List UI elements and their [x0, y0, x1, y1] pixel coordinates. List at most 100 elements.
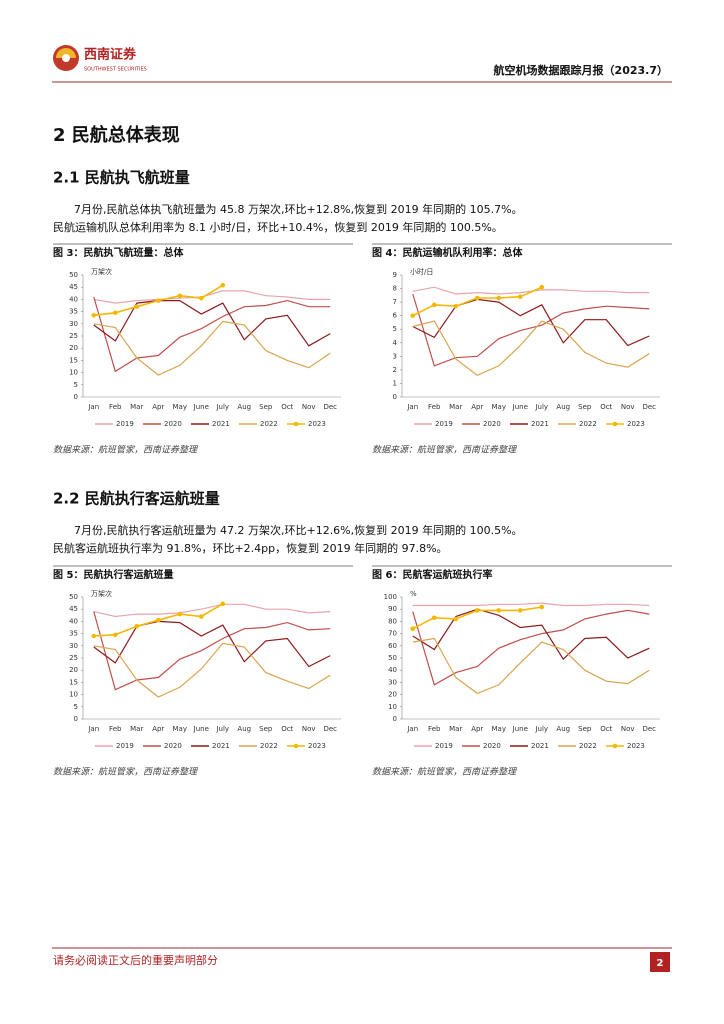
x-tick-label: Nov	[621, 403, 635, 411]
source-note: 数据来源：航班管家，西南证券整理	[372, 445, 518, 456]
series-line	[412, 286, 543, 317]
source-note: 数据来源：航班管家，西南证券整理	[53, 445, 199, 456]
x-tick-label: Dec	[642, 403, 656, 411]
section-title: 2 民航总体表现	[53, 124, 180, 146]
series-line	[93, 320, 331, 376]
legend-label: 2020	[483, 420, 501, 428]
x-tick-label: June	[512, 725, 528, 733]
point	[517, 608, 523, 613]
x-tick-label: Jan	[406, 725, 418, 733]
subsection-title: 2.1 民航执飞航班量	[53, 169, 190, 187]
x-tick-label: Feb	[109, 725, 122, 733]
point	[410, 626, 416, 632]
logo-en: SOUTHWEST SECURITIES	[84, 67, 147, 73]
series-line	[93, 296, 331, 373]
y-tick-label: 45	[69, 283, 78, 291]
y-tick-label: 9	[393, 271, 397, 279]
legend-label: 2020	[164, 420, 182, 428]
y-tick-label: 1	[393, 379, 397, 387]
x-tick-label: June	[193, 725, 209, 733]
y-tick-label: 10	[388, 703, 397, 711]
figure-caption: 图 6：民航客运航班执行率	[372, 568, 492, 581]
point	[177, 611, 183, 617]
y-tick-label: 2	[393, 366, 397, 374]
page-badge	[650, 952, 670, 972]
logo	[53, 45, 79, 71]
x-tick-label: Sep	[578, 725, 592, 733]
point	[453, 303, 459, 309]
legend-label: 2019	[435, 420, 453, 428]
x-tick-label: Mar	[130, 403, 143, 411]
y-tick-label: 70	[388, 630, 397, 638]
point	[155, 617, 161, 623]
y-tick-label: 50	[69, 593, 78, 601]
series-line	[412, 637, 650, 695]
y-tick-label: 5	[74, 381, 78, 389]
x-tick-label: Mar	[449, 725, 462, 733]
y-tick-label: 30	[69, 642, 78, 650]
x-tick-label: May	[173, 725, 187, 733]
series-line	[412, 293, 650, 367]
x-tick-label: Apr	[152, 403, 164, 411]
y-tick-label: 90	[388, 605, 397, 613]
logo-cn: 西南证券	[84, 47, 137, 63]
legend-label: 2020	[164, 742, 182, 750]
x-tick-label: June	[512, 403, 528, 411]
y-tick-label: 6	[393, 312, 398, 320]
legend-label: 2021	[212, 742, 230, 750]
legend-label: 2022	[579, 420, 597, 428]
point	[112, 310, 118, 316]
point	[220, 282, 226, 288]
figure-caption: 图 5：民航执行客运航班量	[53, 568, 173, 581]
point	[496, 295, 502, 301]
legend-label: 2023	[627, 420, 645, 428]
legend-label: 2023	[308, 742, 326, 750]
y-tick-label: 10	[69, 369, 78, 377]
point	[431, 615, 437, 621]
legend-marker	[293, 421, 299, 427]
source-note: 数据来源：航班管家，西南证券整理	[53, 767, 199, 778]
point	[496, 608, 502, 613]
y-tick-label: 25	[69, 654, 78, 662]
x-tick-label: Jan	[87, 725, 99, 733]
x-tick-label: Aug	[556, 725, 570, 733]
y-tick-label: 7	[393, 298, 397, 306]
footer-notice: 请务必阅读正文后的重要声明部分	[53, 953, 218, 967]
series-line	[93, 290, 331, 304]
x-tick-label: Sep	[259, 725, 273, 733]
y-tick-label: 10	[69, 691, 78, 699]
x-tick-label: July	[534, 403, 548, 411]
y-tick-label: 8	[393, 285, 397, 293]
unit-label: 万架次	[91, 267, 112, 276]
point	[91, 312, 97, 318]
point	[198, 614, 204, 619]
y-tick-label: 20	[69, 344, 78, 352]
y-tick-label: 25	[69, 332, 78, 340]
legend-label: 2022	[260, 742, 278, 750]
legend-label: 2022	[260, 420, 278, 428]
point	[410, 313, 416, 318]
y-tick-label: 15	[69, 356, 78, 364]
series-line	[93, 620, 331, 668]
y-tick-label: 0	[74, 393, 78, 401]
y-tick-label: 0	[393, 393, 397, 401]
y-tick-label: 5	[74, 703, 78, 711]
point	[177, 293, 183, 299]
x-tick-label: Jan	[87, 403, 99, 411]
x-tick-label: Feb	[428, 403, 441, 411]
paragraph: 7月份,民航总体执飞航班量为 45.8 万架次,环比+12.8%,恢复到 201…	[74, 202, 523, 216]
legend-label: 2022	[579, 742, 597, 750]
point	[431, 302, 437, 308]
x-tick-label: Aug	[237, 725, 251, 733]
x-tick-label: May	[173, 403, 187, 411]
x-tick-label: Oct	[281, 403, 293, 411]
point	[112, 632, 118, 638]
y-tick-label: 0	[74, 715, 78, 723]
x-tick-label: July	[534, 725, 548, 733]
legend-label: 2023	[308, 420, 326, 428]
y-tick-label: 30	[388, 678, 397, 686]
x-tick-label: May	[492, 725, 506, 733]
y-tick-label: 50	[388, 654, 397, 662]
report-title: 航空机场数据跟踪月报（2023.7）	[494, 63, 668, 77]
y-tick-label: 3	[393, 352, 397, 360]
